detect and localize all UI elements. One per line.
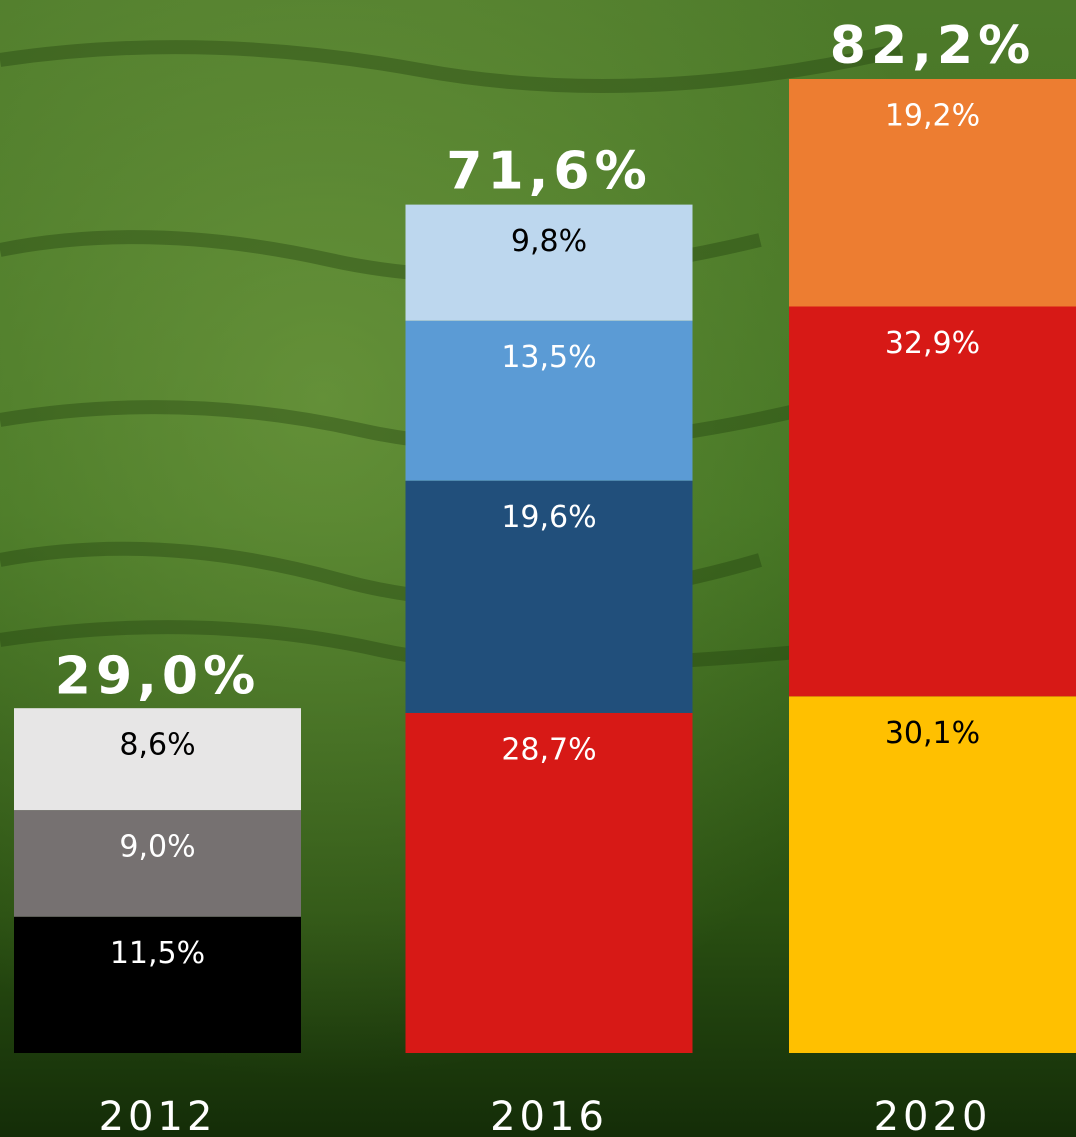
segment-label: 9,0%	[119, 830, 195, 865]
segment-label: 9,8%	[511, 224, 587, 259]
segment-label: 30,1%	[885, 716, 980, 751]
total-label: 82,2%	[830, 16, 1035, 76]
segment-label: 13,5%	[501, 340, 596, 375]
segment-label: 11,5%	[110, 936, 205, 971]
segment-label: 19,2%	[885, 99, 980, 134]
bar-segment	[789, 307, 1076, 697]
bar-segment	[406, 205, 693, 321]
segment-label: 8,6%	[119, 728, 195, 763]
total-label: 29,0%	[55, 646, 260, 706]
page: 11,5% 9,0% 8,6% 29,0% 2012 28,7% 19,6% 13,5% 9,8…	[0, 0, 1076, 1137]
x-tick-label: 2016	[490, 1094, 608, 1137]
segment-label: 28,7%	[501, 732, 596, 767]
total-label: 71,6%	[446, 142, 651, 202]
chart: 11,5% 9,0% 8,6% 29,0% 2012 28,7% 19,6% 13,5% 9,8…	[0, 0, 1076, 1137]
segment-label: 32,9%	[885, 326, 980, 361]
x-tick-label: 2012	[99, 1094, 217, 1137]
x-tick-label: 2020	[874, 1094, 992, 1137]
segment-label: 19,6%	[501, 500, 596, 535]
